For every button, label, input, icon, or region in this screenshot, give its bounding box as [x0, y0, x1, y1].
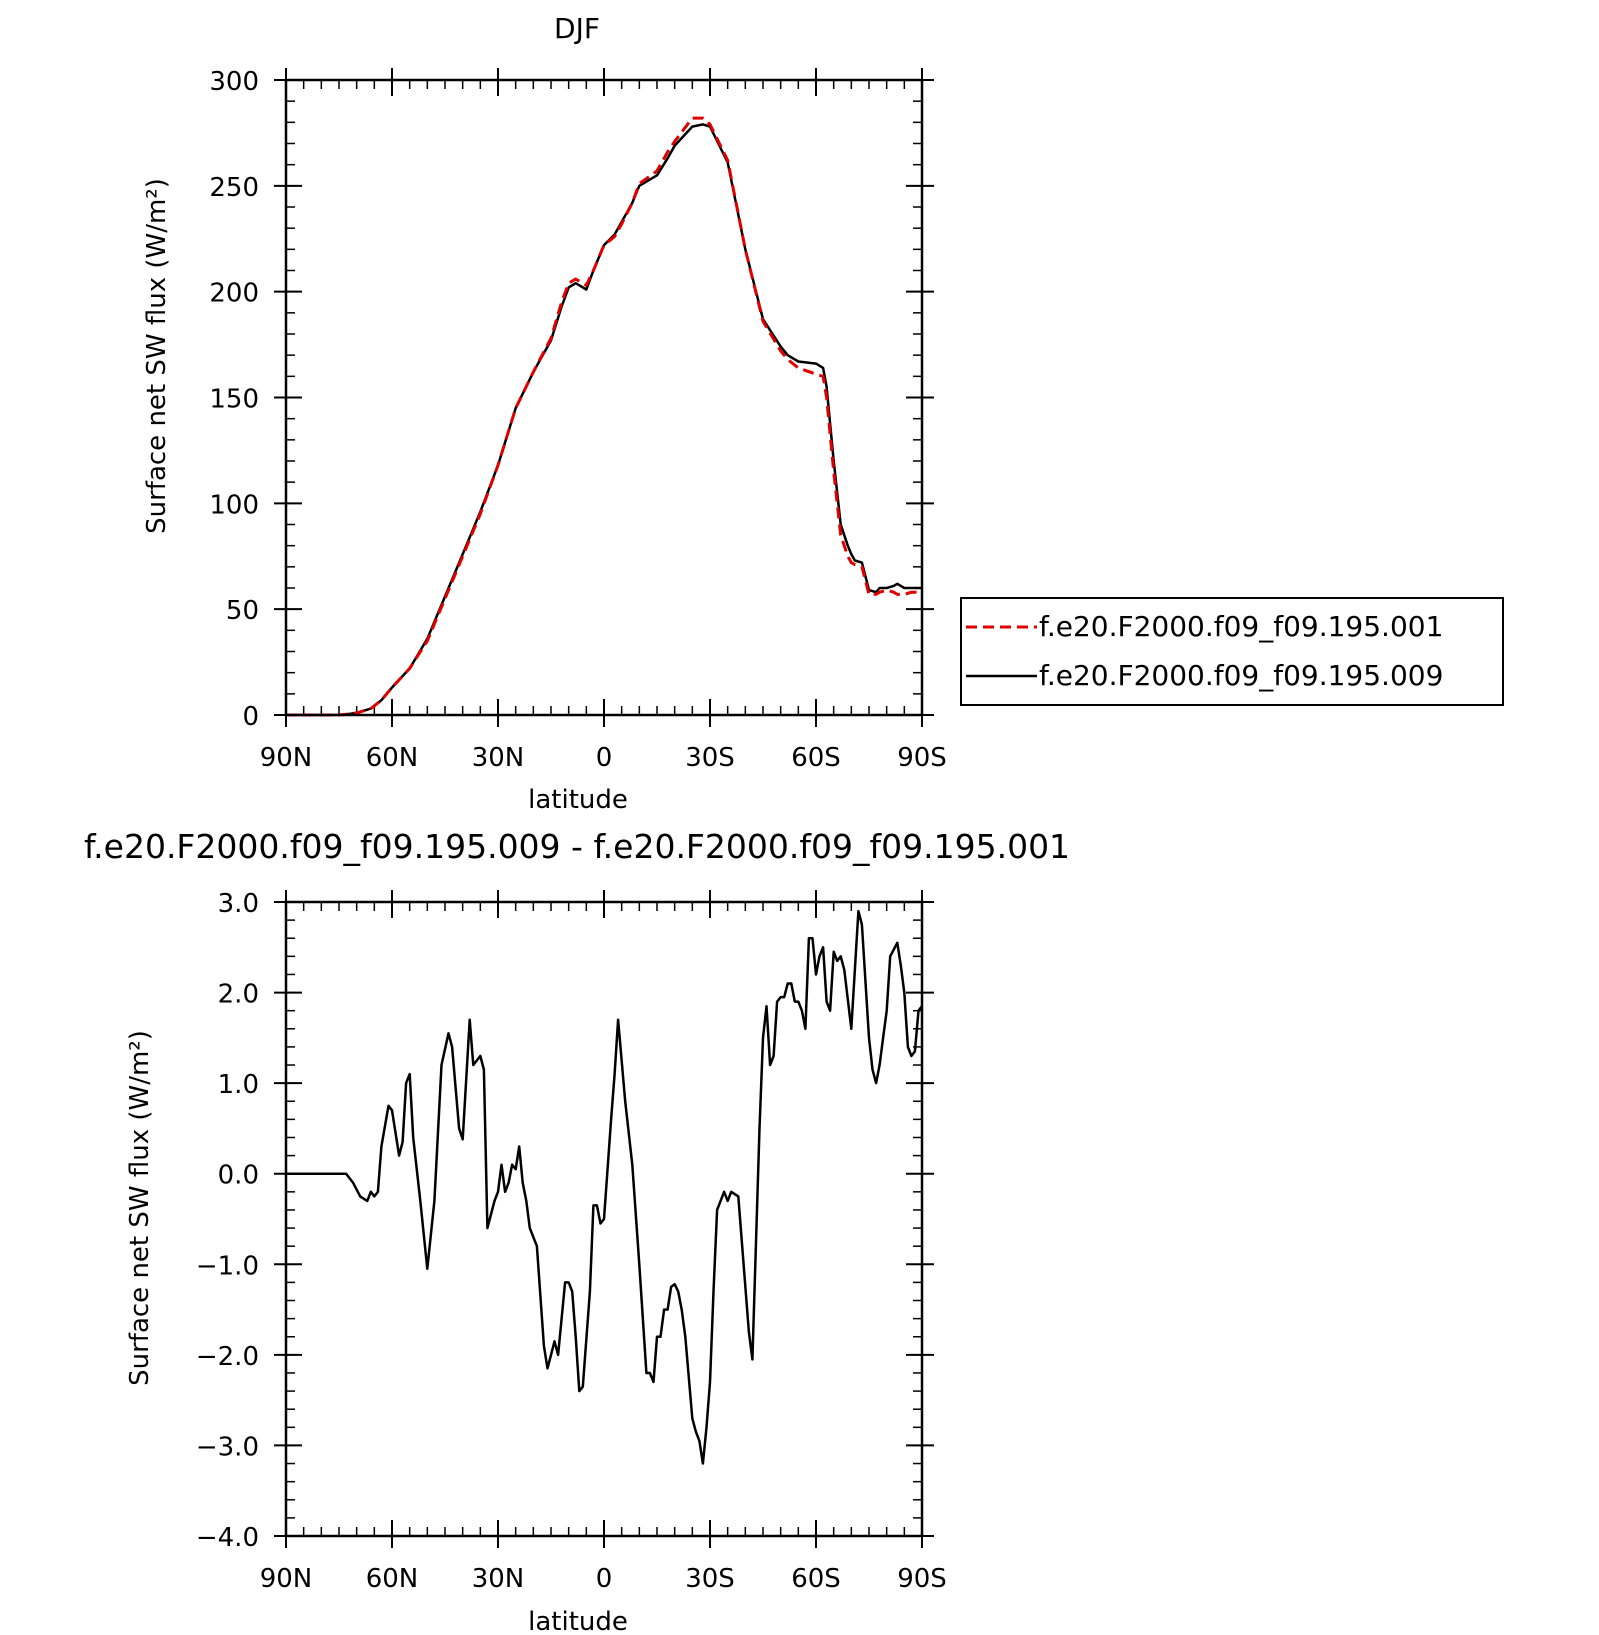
bottom-y-tick-label: −4.0: [196, 1523, 259, 1553]
bottom-x-tick-label: 30N: [472, 1564, 525, 1594]
top-plot-area: 90N 60N 30N 0 30S 60S 90S 0 50 100 150 200 250 300: [209, 67, 946, 773]
bottom-x-tick-label: 60S: [791, 1564, 841, 1594]
top-series-line-2: [286, 123, 922, 717]
top-y-tick-label: 150: [209, 385, 259, 415]
legend-label-series-2: f.e20.F2000.f09_f09.195.009: [1039, 659, 1443, 692]
bottom-y-axis-label: Surface net SW flux (W/m²): [125, 1030, 155, 1386]
top-y-tick-label: 250: [209, 173, 259, 203]
top-x-tick-label: 90N: [260, 743, 313, 773]
top-plot-frame: [284, 78, 924, 717]
top-y-axis-label: Surface net SW flux (W/m²): [142, 178, 172, 534]
top-x-tick-label: 90S: [897, 743, 947, 773]
top-x-tick-label: 0: [596, 743, 613, 773]
top-series-line-1: [286, 116, 922, 717]
top-y-tick-label: 50: [226, 596, 259, 626]
bottom-plot-frame: [284, 900, 924, 1538]
bottom-x-tick-label: 90S: [897, 1564, 947, 1594]
bottom-y-tick-label: −2.0: [196, 1342, 259, 1372]
bottom-y-tick-label: −1.0: [196, 1251, 259, 1281]
top-chart-title: DJF: [554, 12, 600, 45]
top-x-tick-label: 60S: [791, 743, 841, 773]
top-y-tick-label: 300: [209, 67, 259, 97]
top-x-tick-label: 30S: [685, 743, 735, 773]
bottom-y-tick-label: 0.0: [218, 1161, 259, 1191]
legend-box: [960, 597, 1504, 706]
bottom-panel: f.e20.F2000.f09_f09.195.009 - f.e20.F200…: [84, 827, 1070, 1635]
bottom-y-tick-label: 3.0: [218, 889, 259, 919]
top-x-tick-label: 60N: [366, 743, 419, 773]
top-panel: DJF 90N 60N 30N 0 30S 60S 90S 0 50 100 150 200 250 30…: [142, 12, 1504, 815]
top-y-tick-label: 200: [209, 279, 259, 309]
legend-label-series-1: f.e20.F2000.f09_f09.195.001: [1039, 610, 1443, 643]
top-x-axis-label: latitude: [528, 785, 628, 815]
bottom-chart-title: f.e20.F2000.f09_f09.195.009 - f.e20.F200…: [84, 827, 1070, 866]
bottom-plot-area: 90N 60N 30N 0 30S 60S 90S 3.0 2.0 1.0 0.0 −1.0 −2.0 −…: [196, 889, 947, 1594]
bottom-x-axis-label: latitude: [528, 1607, 628, 1635]
top-y-tick-label: 0: [242, 702, 259, 732]
top-x-tick-label: 30N: [472, 743, 525, 773]
bottom-series-line-1: [286, 909, 923, 1465]
bottom-x-tick-label: 60N: [366, 1564, 419, 1594]
bottom-x-tick-label: 90N: [260, 1564, 313, 1594]
bottom-x-tick-label: 30S: [685, 1564, 735, 1594]
bottom-y-tick-label: 2.0: [218, 980, 259, 1010]
bottom-x-tick-label: 0: [596, 1564, 613, 1594]
bottom-y-tick-label: −3.0: [196, 1432, 259, 1462]
bottom-y-tick-label: 1.0: [218, 1070, 259, 1100]
top-y-tick-label: 100: [209, 490, 259, 520]
legend: f.e20.F2000.f09_f09.195.001 f.e20.F2000.…: [960, 597, 1504, 706]
